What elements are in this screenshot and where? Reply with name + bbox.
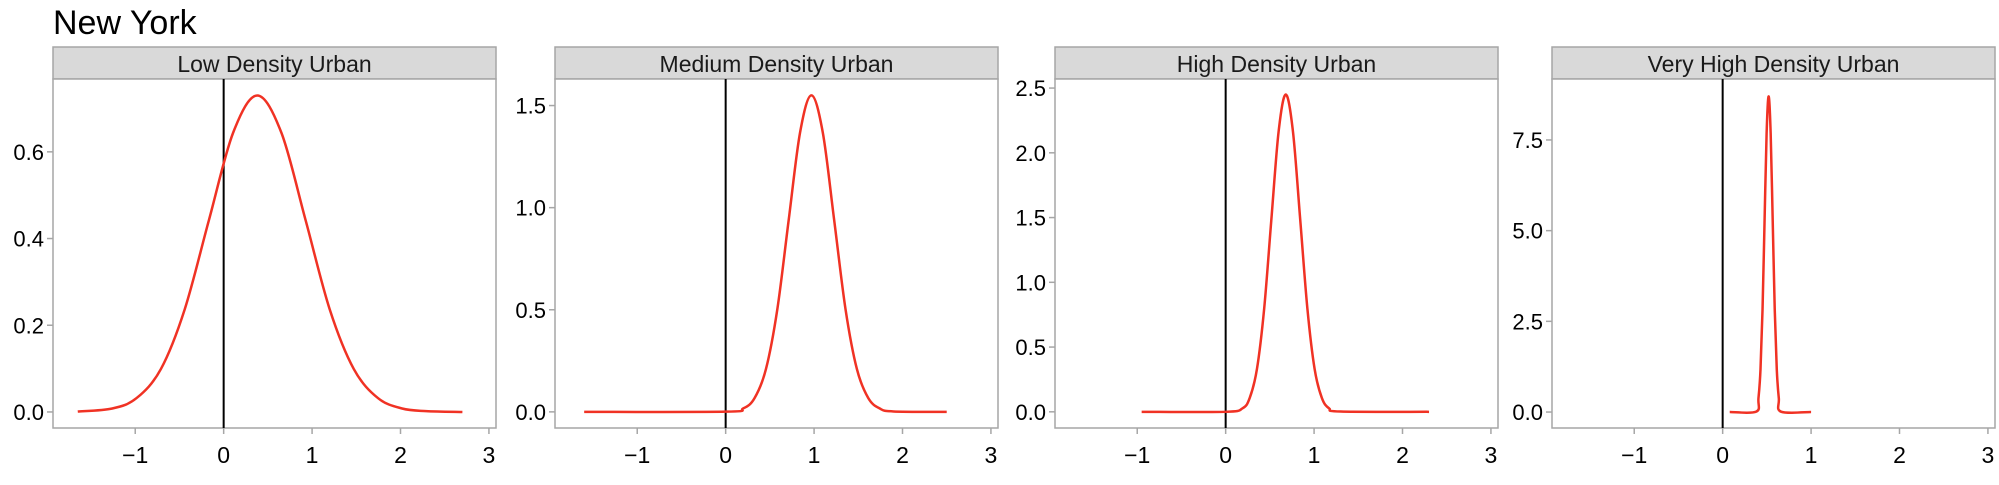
- x-tick-label: 3: [483, 442, 496, 468]
- x-tick-label: 1: [808, 442, 821, 468]
- x-tick-label: 2: [1893, 442, 1906, 468]
- x-tick-label: 2: [394, 442, 407, 468]
- y-tick-label: 0.0: [13, 400, 44, 425]
- y-tick-label: 1.5: [515, 94, 546, 119]
- plot-frame: [52, 78, 497, 429]
- facet-strip-label: Medium Density Urban: [660, 51, 894, 77]
- facet-strip-label: Very High Density Urban: [1648, 51, 1900, 77]
- y-tick-label: 5.0: [1512, 219, 1543, 244]
- panel-4: Very High Density Urban 0.0 2.5 5.0 7.5 −1 0 1 2…: [1512, 46, 1996, 468]
- density-curve: [1729, 95, 1812, 415]
- y-tick-label: 7.5: [1512, 128, 1543, 153]
- y-tick-label: 0.2: [13, 313, 44, 338]
- y-tick-label: 0.0: [1512, 400, 1543, 425]
- x-tick-label: 2: [1396, 442, 1409, 468]
- x-tick-label: −1: [624, 442, 650, 468]
- y-tick-label: 0.4: [13, 227, 44, 252]
- x-tick-label: 0: [1219, 442, 1232, 468]
- density-curve: [77, 94, 463, 414]
- y-tick-label: 2.5: [1512, 309, 1543, 334]
- density-curve: [584, 94, 947, 414]
- x-tick-label: −1: [1124, 442, 1150, 468]
- x-tick-label: 3: [1982, 442, 1995, 468]
- y-tick-label: 0.6: [13, 140, 44, 165]
- panel-3: High Density Urban 0.0 0.5 1.0 1.5 2.0 2.5 −1 0 1…: [1015, 46, 1499, 468]
- x-tick-label: 0: [217, 442, 230, 468]
- facet-strip-label: High Density Urban: [1177, 51, 1376, 77]
- plot-frame: [554, 78, 999, 429]
- facet-strip: [554, 46, 999, 80]
- facet-strip-label: Low Density Urban: [177, 51, 371, 77]
- x-tick-label: 0: [719, 442, 732, 468]
- y-tick-label: 1.0: [1015, 270, 1046, 295]
- y-tick-label: 1.5: [1015, 206, 1046, 231]
- panel-2: Medium Density Urban 0.0 0.5 1.0 1.5 −1 0 1 2 3: [515, 46, 999, 468]
- density-curve: [1141, 93, 1430, 414]
- x-tick-label: 3: [985, 442, 998, 468]
- y-tick-label: 0.0: [515, 400, 546, 425]
- x-tick-label: −1: [1621, 442, 1647, 468]
- x-tick-label: 2: [896, 442, 909, 468]
- y-tick-label: 2.5: [1015, 76, 1046, 101]
- plot-frame: [1054, 78, 1499, 429]
- chart-title: New York: [53, 4, 198, 42]
- y-tick-label: 2.0: [1015, 141, 1046, 166]
- y-tick-label: 0.5: [515, 298, 546, 323]
- y-tick-label: 1.0: [515, 196, 546, 221]
- x-tick-label: 1: [1805, 442, 1818, 468]
- x-tick-label: 1: [1308, 442, 1321, 468]
- y-tick-label: 0.5: [1015, 335, 1046, 360]
- x-tick-label: 0: [1716, 442, 1729, 468]
- y-tick-label: 0.0: [1015, 400, 1046, 425]
- panel-1: Low Density Urban 0.0 0.2 0.4 0.6 −1 0 1 2 3: [13, 46, 497, 468]
- facet-strip: [52, 46, 497, 80]
- x-tick-label: 3: [1485, 442, 1498, 468]
- x-tick-label: −1: [122, 442, 148, 468]
- x-tick-label: 1: [306, 442, 319, 468]
